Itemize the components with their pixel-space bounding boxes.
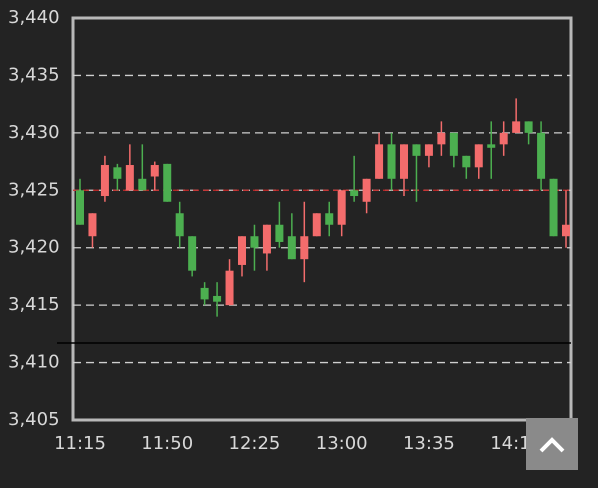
candle-body bbox=[88, 213, 97, 237]
candle-body bbox=[462, 155, 471, 168]
candle-body bbox=[100, 165, 109, 197]
y-tick-label: 3,425 bbox=[8, 179, 60, 200]
candle-body bbox=[424, 144, 433, 156]
x-tick-label: 12:25 bbox=[229, 433, 281, 454]
candle-body bbox=[300, 236, 309, 260]
y-tick-label: 3,420 bbox=[8, 237, 60, 258]
y-tick-label: 3,435 bbox=[8, 64, 60, 85]
candle-body bbox=[474, 144, 483, 168]
candle-body bbox=[362, 178, 371, 202]
candle-body bbox=[250, 236, 259, 248]
candle-body bbox=[337, 190, 346, 225]
candle-body bbox=[387, 144, 396, 179]
candle-body bbox=[188, 236, 197, 271]
candle-body bbox=[113, 167, 122, 179]
candle-body bbox=[375, 144, 384, 179]
candle-body bbox=[287, 236, 296, 260]
x-tick-label: 11:15 bbox=[54, 433, 106, 454]
scroll-top-button[interactable] bbox=[526, 418, 578, 470]
candle-body bbox=[549, 178, 558, 237]
candle-body bbox=[350, 190, 359, 197]
candle-body bbox=[312, 213, 321, 237]
candle-body bbox=[562, 224, 570, 237]
candle-body bbox=[125, 165, 134, 191]
candle-body bbox=[524, 121, 533, 133]
chevron-icon bbox=[539, 437, 565, 453]
candle-body bbox=[238, 236, 246, 265]
x-tick-label: 13:00 bbox=[316, 433, 368, 454]
y-tick-label: 3,410 bbox=[8, 352, 60, 373]
candle-body bbox=[225, 270, 234, 306]
candle-body bbox=[200, 287, 209, 300]
y-tick-label: 3,415 bbox=[8, 294, 60, 315]
x-tick-label: 13:35 bbox=[403, 433, 455, 454]
candle-body bbox=[275, 224, 284, 242]
y-tick-label: 3,430 bbox=[8, 122, 60, 143]
button-background[interactable] bbox=[526, 418, 578, 470]
candle-body bbox=[325, 213, 334, 225]
candle-body bbox=[512, 121, 521, 133]
x-tick-label: 11:50 bbox=[141, 433, 193, 454]
candle-body bbox=[138, 178, 147, 191]
candle-body bbox=[150, 165, 159, 177]
y-tick-label: 3,440 bbox=[8, 7, 60, 28]
candle-body bbox=[537, 132, 546, 179]
plot-frame bbox=[71, 16, 573, 422]
candle-body bbox=[487, 144, 496, 148]
candle-body bbox=[499, 132, 508, 145]
candle-body bbox=[163, 163, 172, 202]
candle-body bbox=[449, 132, 458, 156]
candle-body bbox=[262, 224, 271, 254]
candle-body bbox=[400, 144, 408, 179]
candle-body bbox=[213, 295, 222, 302]
candle-body bbox=[412, 144, 421, 156]
candle-body bbox=[175, 213, 184, 237]
y-tick-label: 3,405 bbox=[8, 409, 60, 430]
candle-body bbox=[76, 190, 84, 225]
candle-body bbox=[437, 132, 446, 145]
